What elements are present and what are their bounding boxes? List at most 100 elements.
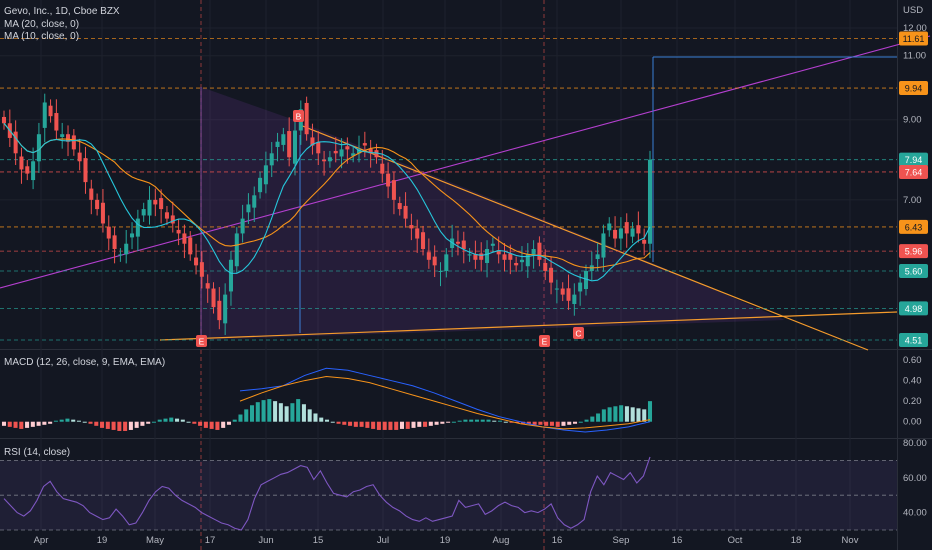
price-label: 7.64 — [905, 167, 923, 177]
rsi-y-tick-label: 60.00 — [903, 473, 927, 484]
candle-body — [176, 229, 181, 234]
candle-body — [147, 199, 152, 216]
rsi-line — [3, 456, 651, 531]
candle-body — [647, 159, 653, 244]
macd-histogram-bar — [100, 421, 105, 428]
macd-histogram-bar — [647, 401, 653, 422]
candle-body — [525, 254, 530, 267]
macd-histogram-bar — [423, 421, 428, 427]
macd-histogram-bar — [128, 421, 133, 430]
candle-body — [519, 259, 524, 263]
candle-body — [1, 116, 7, 124]
price-label-box — [899, 263, 928, 278]
candle-body — [566, 288, 571, 301]
macd-histogram-bar — [76, 420, 82, 422]
candle-body — [461, 240, 466, 249]
macd-histogram-bar — [249, 405, 255, 422]
price-label: 9.94 — [905, 84, 923, 94]
macd-histogram-bar — [353, 421, 358, 427]
macd-histogram-bar — [509, 421, 514, 423]
candle-body — [368, 148, 373, 154]
candle-body — [130, 233, 135, 238]
price-label: 11.61 — [903, 34, 925, 44]
macd-histogram-bar — [94, 421, 99, 426]
x-tick-label: Sep — [613, 535, 630, 546]
pattern-marker-box — [573, 327, 584, 339]
macd-histogram-bar — [619, 405, 624, 422]
candle-body — [310, 137, 315, 146]
candle-body — [25, 166, 30, 174]
macd-histogram-bar — [399, 421, 405, 429]
candle-body — [438, 270, 443, 272]
macd-histogram-bar — [382, 421, 387, 430]
macd-histogram-bar — [417, 421, 422, 427]
macd-histogram-bar — [192, 421, 197, 424]
candle-body — [356, 149, 362, 154]
macd-histogram-bar — [555, 421, 560, 427]
macd-histogram-bar — [53, 420, 58, 422]
candle-body — [409, 225, 414, 229]
macd-histogram-bar — [584, 419, 589, 422]
price-label-box — [899, 31, 928, 46]
ma10-legend: MA (10, close, 0) — [4, 31, 80, 42]
candle-body — [36, 134, 41, 162]
ma20-legend: MA (20, close, 0) — [4, 19, 80, 30]
macd-histogram-bar — [36, 421, 41, 426]
candle-body — [71, 135, 76, 150]
candle-body — [613, 229, 618, 239]
macd-histogram-bar — [446, 421, 451, 423]
candle-body — [397, 203, 402, 210]
macd-histogram-bar — [180, 419, 185, 422]
macd-y-tick-label: 0.40 — [903, 376, 922, 387]
price-label-box — [899, 152, 928, 167]
price-label: 5.96 — [905, 247, 923, 257]
x-tick-label: Jun — [258, 535, 273, 546]
macd-histogram-bar — [642, 409, 647, 422]
candle-body — [362, 143, 367, 146]
candle-body — [421, 232, 426, 249]
trendline — [0, 35, 931, 289]
candle-body — [112, 235, 117, 249]
rsi-y-tick-label: 80.00 — [903, 438, 927, 449]
candle-body — [281, 134, 286, 145]
x-tick-label: 18 — [791, 535, 802, 546]
candle-body — [578, 282, 583, 292]
x-tick-label: Aug — [493, 535, 510, 546]
pattern-marker-box — [539, 335, 550, 347]
candle-body — [426, 252, 431, 260]
pattern-marker-label: B — [296, 112, 302, 122]
candle-body — [188, 237, 193, 255]
candle-body — [351, 153, 356, 156]
macd-histogram-bar — [480, 419, 485, 422]
chart-title: Gevo, Inc., 1D, Cboe BZX — [4, 6, 120, 17]
x-tick-label: 15 — [313, 535, 324, 546]
candle-body — [467, 254, 472, 256]
macd-line — [239, 367, 651, 433]
candle-body — [607, 223, 612, 231]
macd-histogram-bar — [273, 401, 278, 422]
macd-histogram-bar — [365, 421, 370, 428]
x-tick-label: 16 — [672, 535, 683, 546]
x-tick-label: May — [146, 535, 164, 546]
macd-histogram-bar — [526, 421, 531, 424]
candle-body — [322, 159, 327, 162]
candle-body — [345, 146, 350, 150]
macd-histogram-bar — [203, 421, 208, 428]
candle-body — [124, 243, 129, 255]
macd-histogram-bar — [111, 421, 116, 430]
macd-histogram-bar — [301, 404, 306, 422]
macd-histogram-bar — [342, 421, 347, 425]
candle-body — [19, 156, 24, 170]
candle-body — [333, 150, 338, 154]
macd-histogram-bar — [65, 418, 70, 422]
candle-body — [31, 161, 36, 181]
price-label: 4.51 — [905, 336, 923, 346]
macd-histogram-bar — [428, 421, 433, 426]
candle-body — [106, 226, 111, 239]
candle-body — [595, 254, 600, 260]
macd-histogram-bar — [226, 421, 231, 425]
price-label-box — [899, 81, 928, 96]
candle-body — [624, 222, 629, 234]
macd-histogram-bar — [388, 421, 393, 430]
